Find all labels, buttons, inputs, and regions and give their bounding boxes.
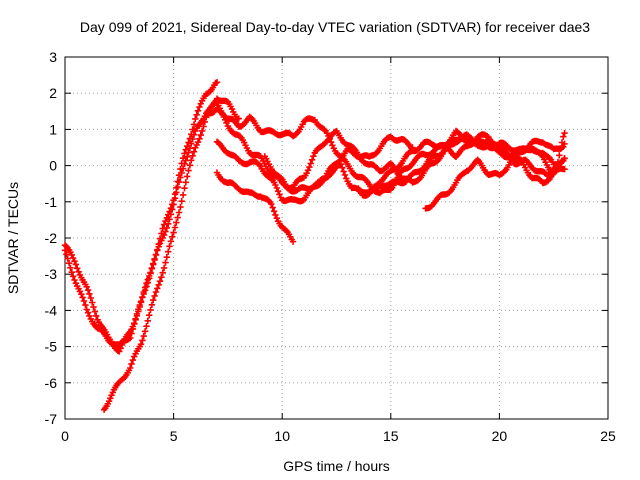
y-tick-label: 2 <box>49 85 57 101</box>
y-axis-title: SDTVAR / TECUs <box>5 182 21 294</box>
y-tick-label: 1 <box>49 121 57 137</box>
series-track-2 <box>61 99 568 348</box>
y-tick-label: -5 <box>45 339 58 355</box>
x-tick-label: 20 <box>492 428 508 444</box>
x-tick-label: 5 <box>170 428 178 444</box>
y-tick-label: -7 <box>45 411 58 427</box>
y-tick-label: 0 <box>49 158 57 174</box>
axis-ticks: 0 5 10 15 20 25 -7 -6 -5 -4 -3 -2 -1 0 1 2 3 <box>45 49 616 444</box>
x-axis-title: GPS time / hours <box>283 458 390 474</box>
x-tick-label: 25 <box>600 428 616 444</box>
y-tick-label: -4 <box>45 302 58 318</box>
series-track-9 <box>422 137 568 212</box>
data-point-markers <box>61 99 568 348</box>
y-tick-label: 3 <box>49 49 57 65</box>
data-point-markers <box>355 131 568 196</box>
x-tick-label: 15 <box>383 428 399 444</box>
x-tick-label: 10 <box>274 428 290 444</box>
y-tick-label: -2 <box>45 230 58 246</box>
series-track-8 <box>355 131 568 196</box>
x-tick-label: 0 <box>61 428 69 444</box>
data-point-markers <box>422 137 568 212</box>
y-tick-label: -6 <box>45 375 58 391</box>
grid <box>65 57 608 419</box>
y-tick-label: -3 <box>45 266 58 282</box>
y-tick-label: -1 <box>45 194 58 210</box>
series-track-6 <box>213 169 297 245</box>
plot-frame <box>64 56 609 420</box>
data-marks <box>61 79 568 413</box>
chart-title: Day 099 of 2021, Sidereal Day-to-day VTE… <box>80 19 590 35</box>
data-point-markers <box>213 169 297 245</box>
